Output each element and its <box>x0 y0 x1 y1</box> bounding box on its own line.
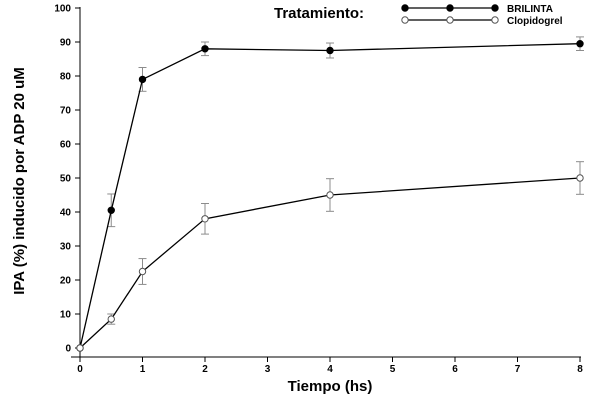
clopidogrel-point <box>107 315 115 323</box>
brilinta-point <box>107 206 115 215</box>
brilinta-line <box>79 43 581 349</box>
y-tick-label: 90 <box>60 38 72 49</box>
y-tick-label: 30 <box>60 242 72 253</box>
y-axis-title: IPA (%) inducido por ADP 20 uM <box>11 67 28 295</box>
y-tick-label: 100 <box>54 4 71 15</box>
data-points <box>76 40 584 352</box>
y-tick-label: 70 <box>60 106 72 117</box>
y-tick-label: 40 <box>60 208 72 219</box>
x-tick-label: 0 <box>77 364 83 375</box>
clopidogrel-line <box>79 177 581 349</box>
error-bars <box>107 36 584 325</box>
x-tick-label: 5 <box>390 364 396 375</box>
x-tick-label: 4 <box>327 364 333 375</box>
x-tick-label: 2 <box>202 364 208 375</box>
y-tick-label: 20 <box>60 276 72 287</box>
x-tick-label: 1 <box>140 364 146 375</box>
series-lines <box>79 43 581 349</box>
x-axis-title: Tiempo (hs) <box>288 378 373 395</box>
y-tick-label: 10 <box>60 310 72 321</box>
legend-brilinta-label: BRILINTA <box>507 4 553 15</box>
legend-brilinta-marker <box>491 4 499 12</box>
y-tick-label: 60 <box>60 140 72 151</box>
brilinta-point <box>138 75 147 84</box>
clopidogrel-point <box>326 191 334 199</box>
legend-clopidogrel-marker <box>446 16 454 24</box>
x-tick-label: 7 <box>515 364 521 375</box>
legend-brilinta-marker <box>446 4 454 12</box>
clopidogrel-point <box>76 344 84 352</box>
brilinta-point <box>201 45 209 53</box>
legend-clopidogrel-label: Clopidogrel <box>507 16 563 27</box>
x-tick-label: 3 <box>265 364 271 375</box>
x-tick-label: 6 <box>452 364 458 375</box>
legend-clopidogrel-marker <box>401 16 409 24</box>
clopidogrel-point <box>201 215 209 223</box>
y-tick-label: 80 <box>60 72 72 83</box>
brilinta-point <box>576 40 584 48</box>
y-tick-label: 0 <box>65 344 71 355</box>
legend-clopidogrel-marker <box>491 16 499 24</box>
y-tick-label: 50 <box>60 174 72 185</box>
clopidogrel-point <box>138 267 147 276</box>
x-tick-label: 8 <box>577 364 583 375</box>
legend-brilinta-marker <box>401 4 409 12</box>
clopidogrel-point <box>576 174 584 182</box>
legend-title: Tratamiento: <box>274 5 364 22</box>
brilinta-point <box>326 46 334 55</box>
